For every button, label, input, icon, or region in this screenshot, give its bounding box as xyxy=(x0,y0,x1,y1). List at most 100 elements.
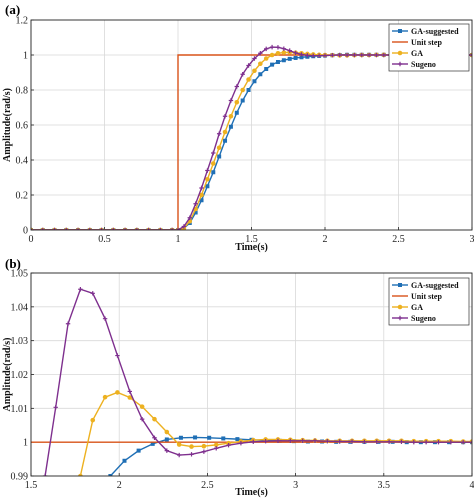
data-point xyxy=(287,48,292,53)
data-point xyxy=(207,435,212,440)
data-point xyxy=(238,440,244,446)
data-point xyxy=(281,46,287,51)
data-point xyxy=(136,448,141,453)
data-point xyxy=(469,439,472,445)
data-point xyxy=(216,145,222,151)
data-point xyxy=(275,60,280,64)
data-point xyxy=(264,67,269,71)
data-point xyxy=(411,439,416,445)
data-point xyxy=(164,448,170,453)
data-point xyxy=(127,395,133,400)
data-point xyxy=(187,215,192,220)
data-point xyxy=(53,405,58,410)
axes-frame xyxy=(30,272,473,477)
data-point xyxy=(164,429,170,435)
data-point xyxy=(169,227,175,230)
data-point xyxy=(152,435,157,440)
data-point xyxy=(211,150,216,156)
data-point xyxy=(222,129,228,135)
data-point xyxy=(337,52,342,58)
data-point xyxy=(246,88,251,92)
x-axis-label: Time(s) xyxy=(235,242,268,253)
data-point xyxy=(42,473,48,476)
data-point xyxy=(199,185,204,191)
data-point xyxy=(115,353,120,358)
legend-label: Unit step xyxy=(411,38,442,47)
data-point xyxy=(90,291,95,296)
data-point xyxy=(193,201,198,206)
legend: GA-suggested Unit step GA Sugeno xyxy=(388,277,470,326)
data-point xyxy=(258,51,263,56)
y-tick-label: 1.04 xyxy=(11,302,29,313)
x-tick-label: 2.5 xyxy=(392,234,405,245)
data-point xyxy=(205,184,210,189)
x-tick-label: 1 xyxy=(176,234,181,245)
x-tick-label: 3 xyxy=(470,234,474,245)
legend-label: GA-suggested xyxy=(411,27,459,36)
y-tick-label: 1.02 xyxy=(11,370,29,381)
panel-label: (a) xyxy=(5,2,20,17)
data-point xyxy=(460,439,466,445)
data-point xyxy=(217,154,222,159)
data-point xyxy=(263,56,269,61)
data-point xyxy=(275,438,281,444)
data-point xyxy=(300,438,305,444)
data-point xyxy=(234,84,239,89)
data-point xyxy=(448,439,454,445)
data-point xyxy=(252,79,257,84)
data-point xyxy=(322,53,328,58)
data-point xyxy=(228,98,234,103)
data-point xyxy=(87,227,92,230)
chart-panel-b: (b) 1.5 2 2.5 3 3.5 4 0.99 1 1.01 1.02 1.03 1.04 1.05… xyxy=(2,256,474,498)
data-point xyxy=(75,227,81,230)
x-tick-label: 2.5 xyxy=(201,480,214,491)
data-point xyxy=(381,52,386,58)
panel-label: (b) xyxy=(5,256,21,271)
data-point xyxy=(281,58,286,63)
data-point xyxy=(287,56,292,61)
data-point xyxy=(228,124,233,129)
data-point xyxy=(139,404,145,409)
legend-box xyxy=(388,277,470,326)
data-point xyxy=(90,417,96,423)
data-point xyxy=(102,394,108,400)
legend-label: Sugeno xyxy=(411,60,436,69)
y-tick-label: 1.03 xyxy=(11,336,29,347)
x-axis-label: Time(s) xyxy=(235,487,268,498)
data-point xyxy=(469,52,472,58)
y-tick-label: 1.01 xyxy=(11,404,29,415)
data-point xyxy=(240,87,245,93)
data-point xyxy=(175,227,181,230)
data-point xyxy=(246,63,251,68)
axes-frame xyxy=(30,19,473,231)
data-point xyxy=(205,176,210,182)
data-point xyxy=(40,227,45,230)
data-point xyxy=(293,55,298,60)
x-tick-label: 1.5 xyxy=(245,234,258,245)
legend-marker xyxy=(397,61,403,67)
data-point xyxy=(189,452,194,457)
data-point xyxy=(115,390,120,395)
data-point xyxy=(366,52,372,58)
data-point xyxy=(423,439,429,445)
data-point xyxy=(210,161,216,166)
data-point xyxy=(64,227,69,230)
data-point xyxy=(178,435,183,440)
data-point xyxy=(270,62,275,67)
legend: GA-suggested Unit step GA Sugeno xyxy=(388,23,470,72)
data-point xyxy=(337,439,342,444)
data-point xyxy=(305,53,310,58)
data-point xyxy=(189,444,194,449)
data-point xyxy=(146,227,151,230)
x-tick-label: 4 xyxy=(470,480,474,491)
legend-marker xyxy=(398,29,402,33)
data-point xyxy=(235,437,240,442)
x-tick-label: 2 xyxy=(117,480,122,491)
data-point xyxy=(264,46,269,52)
data-point xyxy=(127,389,132,394)
data-point xyxy=(359,52,364,58)
data-point xyxy=(214,446,219,451)
y-tick-label: 0.8 xyxy=(16,86,29,97)
legend-marker xyxy=(397,315,403,321)
